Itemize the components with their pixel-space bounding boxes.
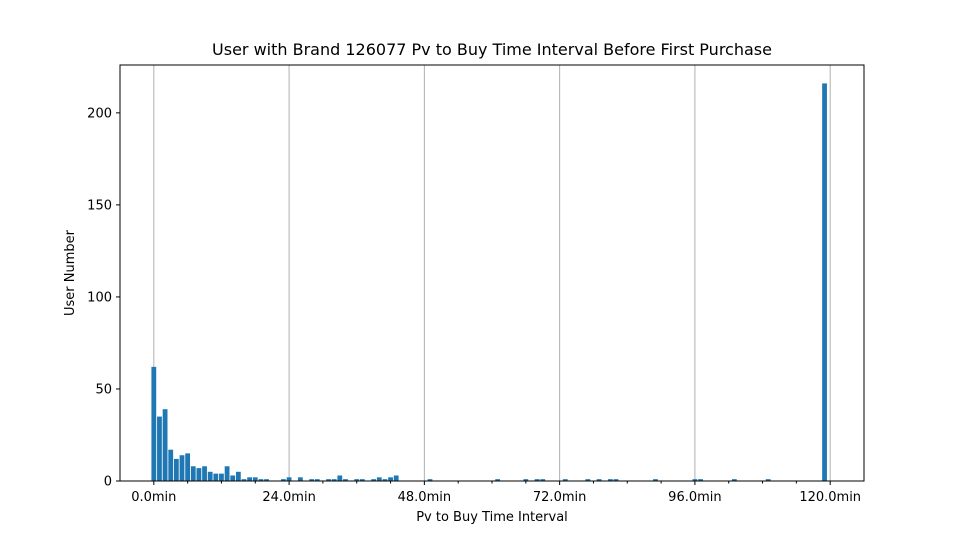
- bar-17: [247, 477, 253, 481]
- bar-37: [427, 479, 433, 481]
- bar-32: [371, 479, 377, 481]
- x-tick-label-3: 72.0min: [533, 490, 586, 505]
- bar-47: [653, 479, 658, 481]
- bar-4: [173, 458, 179, 481]
- bars: [151, 83, 827, 482]
- bar-45: [607, 479, 613, 481]
- bar-8: [196, 468, 202, 481]
- bar-24: [309, 479, 315, 481]
- bar-43: [585, 479, 591, 481]
- bar-49: [698, 479, 703, 481]
- y-tick-label-1: 50: [95, 382, 112, 397]
- bar-33: [376, 477, 382, 481]
- bar-16: [241, 479, 247, 481]
- bar-52: [822, 83, 827, 482]
- x-axis-ticks: 0.0min 24.0min 48.0min 72.0min 96.0min 120.0m…: [131, 481, 861, 505]
- x-tick-label-0: 0.0min: [131, 490, 176, 505]
- bar-38: [495, 479, 501, 481]
- bar-36: [393, 475, 399, 481]
- bar-19: [258, 479, 264, 481]
- bar-50: [731, 479, 737, 481]
- bar-21: [281, 479, 286, 481]
- bar-44: [596, 479, 602, 481]
- y-tick-label-0: 0: [104, 475, 112, 490]
- bar-18: [252, 477, 258, 481]
- bar-26: [326, 479, 331, 481]
- bar-30: [354, 479, 360, 481]
- x-tick-label-4: 96.0min: [668, 490, 721, 505]
- bar-2: [162, 409, 168, 481]
- bar-22: [286, 477, 292, 481]
- bar-41: [540, 479, 546, 481]
- bar-14: [230, 475, 236, 481]
- y-tick-label-3: 150: [87, 198, 112, 213]
- bar-46: [613, 479, 619, 481]
- bar-23: [297, 477, 303, 481]
- x-tick-label-1: 24.0min: [262, 490, 315, 505]
- bar-5: [179, 455, 185, 481]
- x-axis-label: Pv to Buy Time Interval: [416, 510, 568, 525]
- bar-1: [157, 416, 162, 481]
- bar-12: [219, 473, 224, 481]
- y-tick-label-4: 200: [87, 106, 112, 121]
- y-tick-label-2: 100: [87, 290, 112, 305]
- bar-3: [168, 449, 174, 481]
- bar-7: [190, 466, 196, 481]
- bar-51: [765, 479, 771, 481]
- bar-31: [359, 479, 365, 481]
- bar-9: [202, 466, 207, 481]
- bar-35: [388, 477, 393, 481]
- bar-28: [337, 475, 343, 481]
- x-tick-label-5: 120.0min: [799, 490, 861, 505]
- bar-48: [692, 479, 698, 481]
- bar-0: [151, 366, 157, 481]
- bar-27: [331, 479, 337, 481]
- y-axis-ticks: 0 50 100 150 200: [87, 106, 120, 490]
- bar-10: [207, 471, 213, 481]
- bar-11: [213, 473, 219, 481]
- bar-39: [523, 479, 529, 481]
- chart-title: User with Brand 126077 Pv to Buy Time In…: [212, 40, 772, 59]
- bar-25: [314, 479, 320, 481]
- bar-13: [224, 466, 230, 481]
- bar-15: [235, 471, 241, 481]
- bar-6: [185, 453, 191, 481]
- bar-40: [534, 479, 540, 481]
- bar-29: [343, 479, 348, 481]
- bar-34: [382, 479, 388, 481]
- bar-20: [264, 479, 269, 481]
- y-axis-label: User Number: [63, 229, 78, 316]
- x-tick-label-2: 48.0min: [398, 490, 451, 505]
- bar-42: [562, 479, 568, 481]
